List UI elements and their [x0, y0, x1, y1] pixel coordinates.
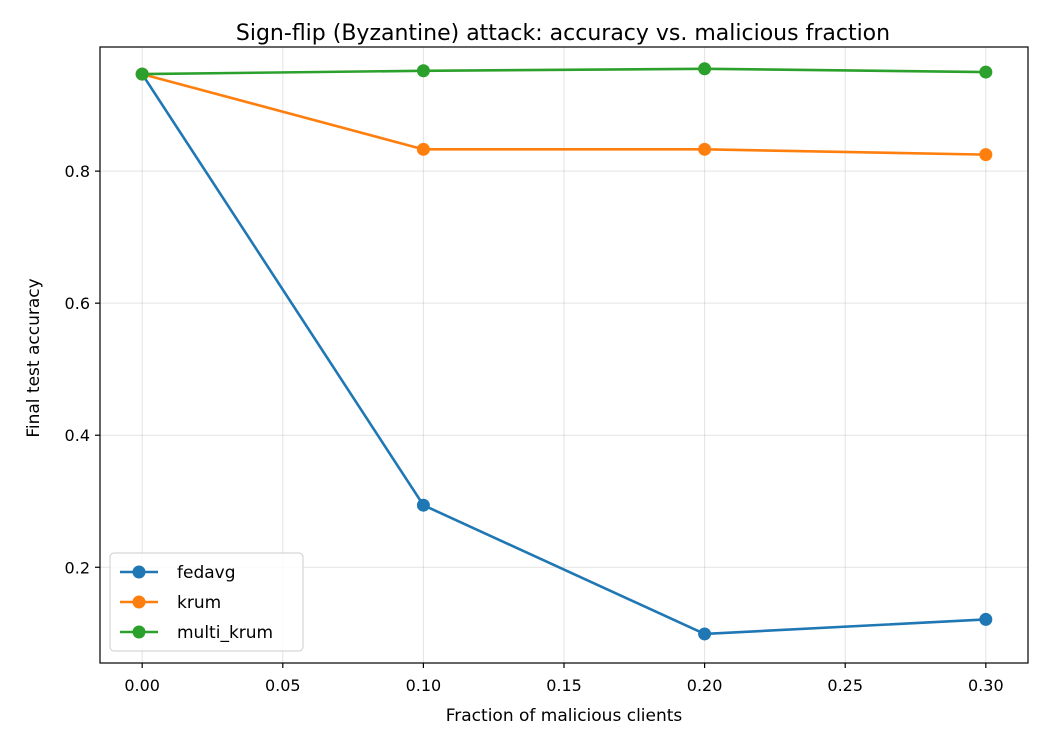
- x-axis: 0.00 0.05 0.10 0.15 0.20 0.25 0.30: [124, 663, 1004, 695]
- legend: fedavg krum multi_krum: [109, 552, 304, 652]
- x-tick-label: 0.05: [265, 676, 301, 695]
- legend-label-fedavg: fedavg: [177, 563, 236, 583]
- legend-marker-fedavg: [132, 565, 146, 579]
- legend-item-fedavg: fedavg: [120, 563, 236, 583]
- series-line-multi_krum: [142, 67, 986, 76]
- y-tick-label: 0.6: [65, 294, 90, 313]
- legend-item-multi_krum: multi_krum: [120, 623, 273, 643]
- legend-label-multi_krum: multi_krum: [177, 623, 273, 643]
- x-tick-label: 0.00: [124, 676, 160, 695]
- data-point-multi_krum: [416, 64, 430, 78]
- data-point-krum: [979, 148, 993, 162]
- chart-title: Sign-flip (Byzantine) attack: accuracy v…: [236, 21, 890, 46]
- data-point-krum: [698, 142, 712, 156]
- data-point-multi_krum: [698, 62, 712, 76]
- data-point-fedavg: [416, 498, 430, 512]
- x-tick-label: 0.25: [827, 676, 863, 695]
- data-point-multi_krum: [979, 65, 993, 79]
- data-point-fedavg: [698, 627, 712, 641]
- x-tick-label: 0.30: [968, 676, 1004, 695]
- series-line-fedavg: [141, 73, 986, 636]
- x-tick-label: 0.20: [687, 676, 723, 695]
- series-layer: [135, 62, 993, 641]
- legend-label-krum: krum: [177, 593, 221, 613]
- legend-marker-multi_krum: [132, 625, 146, 639]
- x-axis-label: Fraction of malicious clients: [446, 706, 683, 726]
- series-multi_krum: [135, 62, 993, 81]
- legend-frame: [109, 552, 304, 652]
- series-line-krum: [141, 72, 986, 156]
- y-axis-label: Final test accuracy: [24, 278, 44, 437]
- y-axis: 0.2 0.4 0.6 0.8: [65, 162, 100, 577]
- y-tick-label: 0.8: [65, 162, 90, 181]
- y-tick-label: 0.2: [65, 558, 90, 577]
- x-tick-label: 0.10: [406, 676, 442, 695]
- data-point-fedavg: [979, 612, 993, 626]
- legend-marker-krum: [132, 595, 146, 609]
- data-point-multi_krum: [135, 67, 149, 81]
- y-tick-label: 0.4: [65, 426, 90, 445]
- x-tick-label: 0.15: [546, 676, 582, 695]
- legend-item-krum: krum: [120, 593, 221, 613]
- data-point-krum: [416, 142, 430, 156]
